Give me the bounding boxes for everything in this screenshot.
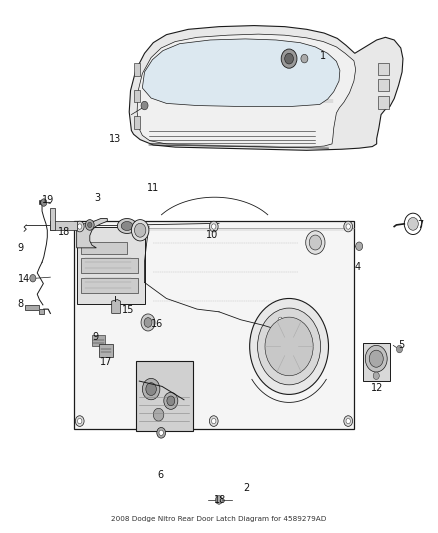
Circle shape [153, 408, 164, 421]
Circle shape [346, 224, 350, 229]
Bar [378, 96, 389, 109]
Circle shape [41, 199, 47, 206]
Circle shape [145, 416, 153, 426]
Polygon shape [137, 34, 356, 147]
Text: 5: 5 [398, 341, 404, 350]
Text: 13: 13 [109, 134, 121, 143]
Text: 10: 10 [206, 230, 218, 239]
Circle shape [134, 223, 146, 237]
Circle shape [356, 242, 363, 251]
Text: 2: 2 [243, 483, 249, 492]
Circle shape [344, 416, 353, 426]
Polygon shape [25, 305, 44, 314]
Polygon shape [112, 300, 120, 313]
Bar [378, 79, 389, 91]
Polygon shape [74, 221, 354, 429]
Text: 7: 7 [417, 220, 423, 230]
Circle shape [369, 350, 383, 367]
Polygon shape [77, 227, 145, 304]
Text: 8: 8 [18, 299, 24, 309]
Bar [39, 200, 45, 204]
Polygon shape [363, 343, 390, 381]
Polygon shape [136, 361, 193, 431]
Text: 18: 18 [58, 227, 70, 237]
Circle shape [215, 496, 223, 504]
Circle shape [278, 317, 283, 322]
Circle shape [144, 318, 152, 327]
Circle shape [365, 345, 387, 372]
Bar [81, 278, 138, 293]
Circle shape [131, 220, 149, 241]
Circle shape [250, 298, 328, 394]
Polygon shape [50, 208, 55, 230]
Circle shape [344, 221, 353, 232]
Text: 19: 19 [42, 195, 54, 205]
Circle shape [164, 392, 178, 409]
Text: 14: 14 [18, 274, 30, 284]
Circle shape [75, 416, 84, 426]
Bar [99, 344, 113, 357]
Circle shape [146, 383, 156, 395]
Text: 16: 16 [151, 319, 163, 329]
Polygon shape [134, 90, 140, 102]
Text: 17: 17 [100, 358, 112, 367]
Circle shape [209, 221, 218, 232]
Polygon shape [117, 219, 137, 233]
Bar [92, 335, 105, 346]
Circle shape [301, 54, 308, 63]
Polygon shape [129, 26, 403, 150]
Polygon shape [50, 221, 77, 230]
Polygon shape [121, 222, 133, 230]
Text: 2008 Dodge Nitro Rear Door Latch Diagram for 4589279AD: 2008 Dodge Nitro Rear Door Latch Diagram… [111, 516, 327, 522]
Circle shape [159, 430, 163, 435]
Polygon shape [77, 219, 107, 248]
Circle shape [346, 418, 350, 424]
Circle shape [408, 217, 418, 230]
Text: 15: 15 [122, 305, 134, 315]
Circle shape [141, 314, 155, 331]
Circle shape [306, 231, 325, 254]
Circle shape [30, 274, 36, 282]
Circle shape [141, 101, 148, 110]
Circle shape [88, 222, 92, 228]
Circle shape [276, 314, 285, 325]
Circle shape [167, 396, 175, 406]
Circle shape [285, 53, 293, 64]
Text: 18: 18 [214, 495, 226, 505]
Circle shape [85, 220, 94, 230]
Circle shape [396, 345, 403, 353]
Polygon shape [134, 63, 140, 76]
Circle shape [265, 317, 313, 376]
Text: 9: 9 [92, 332, 98, 342]
Text: 11: 11 [147, 183, 159, 192]
Bar [81, 242, 127, 254]
Circle shape [75, 221, 84, 232]
Polygon shape [134, 116, 140, 129]
Circle shape [78, 224, 82, 229]
Circle shape [281, 49, 297, 68]
Text: 12: 12 [371, 383, 384, 393]
Circle shape [157, 427, 166, 438]
Text: 9: 9 [18, 243, 24, 253]
Circle shape [212, 224, 216, 229]
Text: 3: 3 [94, 193, 100, 203]
Text: 1: 1 [320, 51, 326, 61]
Polygon shape [142, 39, 340, 107]
Circle shape [78, 418, 82, 424]
Circle shape [309, 235, 321, 250]
Circle shape [209, 416, 218, 426]
Circle shape [212, 418, 216, 424]
Text: 6: 6 [158, 471, 164, 480]
Text: 4: 4 [355, 262, 361, 271]
Bar [378, 63, 389, 75]
Circle shape [373, 372, 379, 379]
Circle shape [142, 378, 160, 400]
Bar [81, 258, 138, 273]
Circle shape [147, 418, 151, 424]
Circle shape [258, 308, 321, 385]
